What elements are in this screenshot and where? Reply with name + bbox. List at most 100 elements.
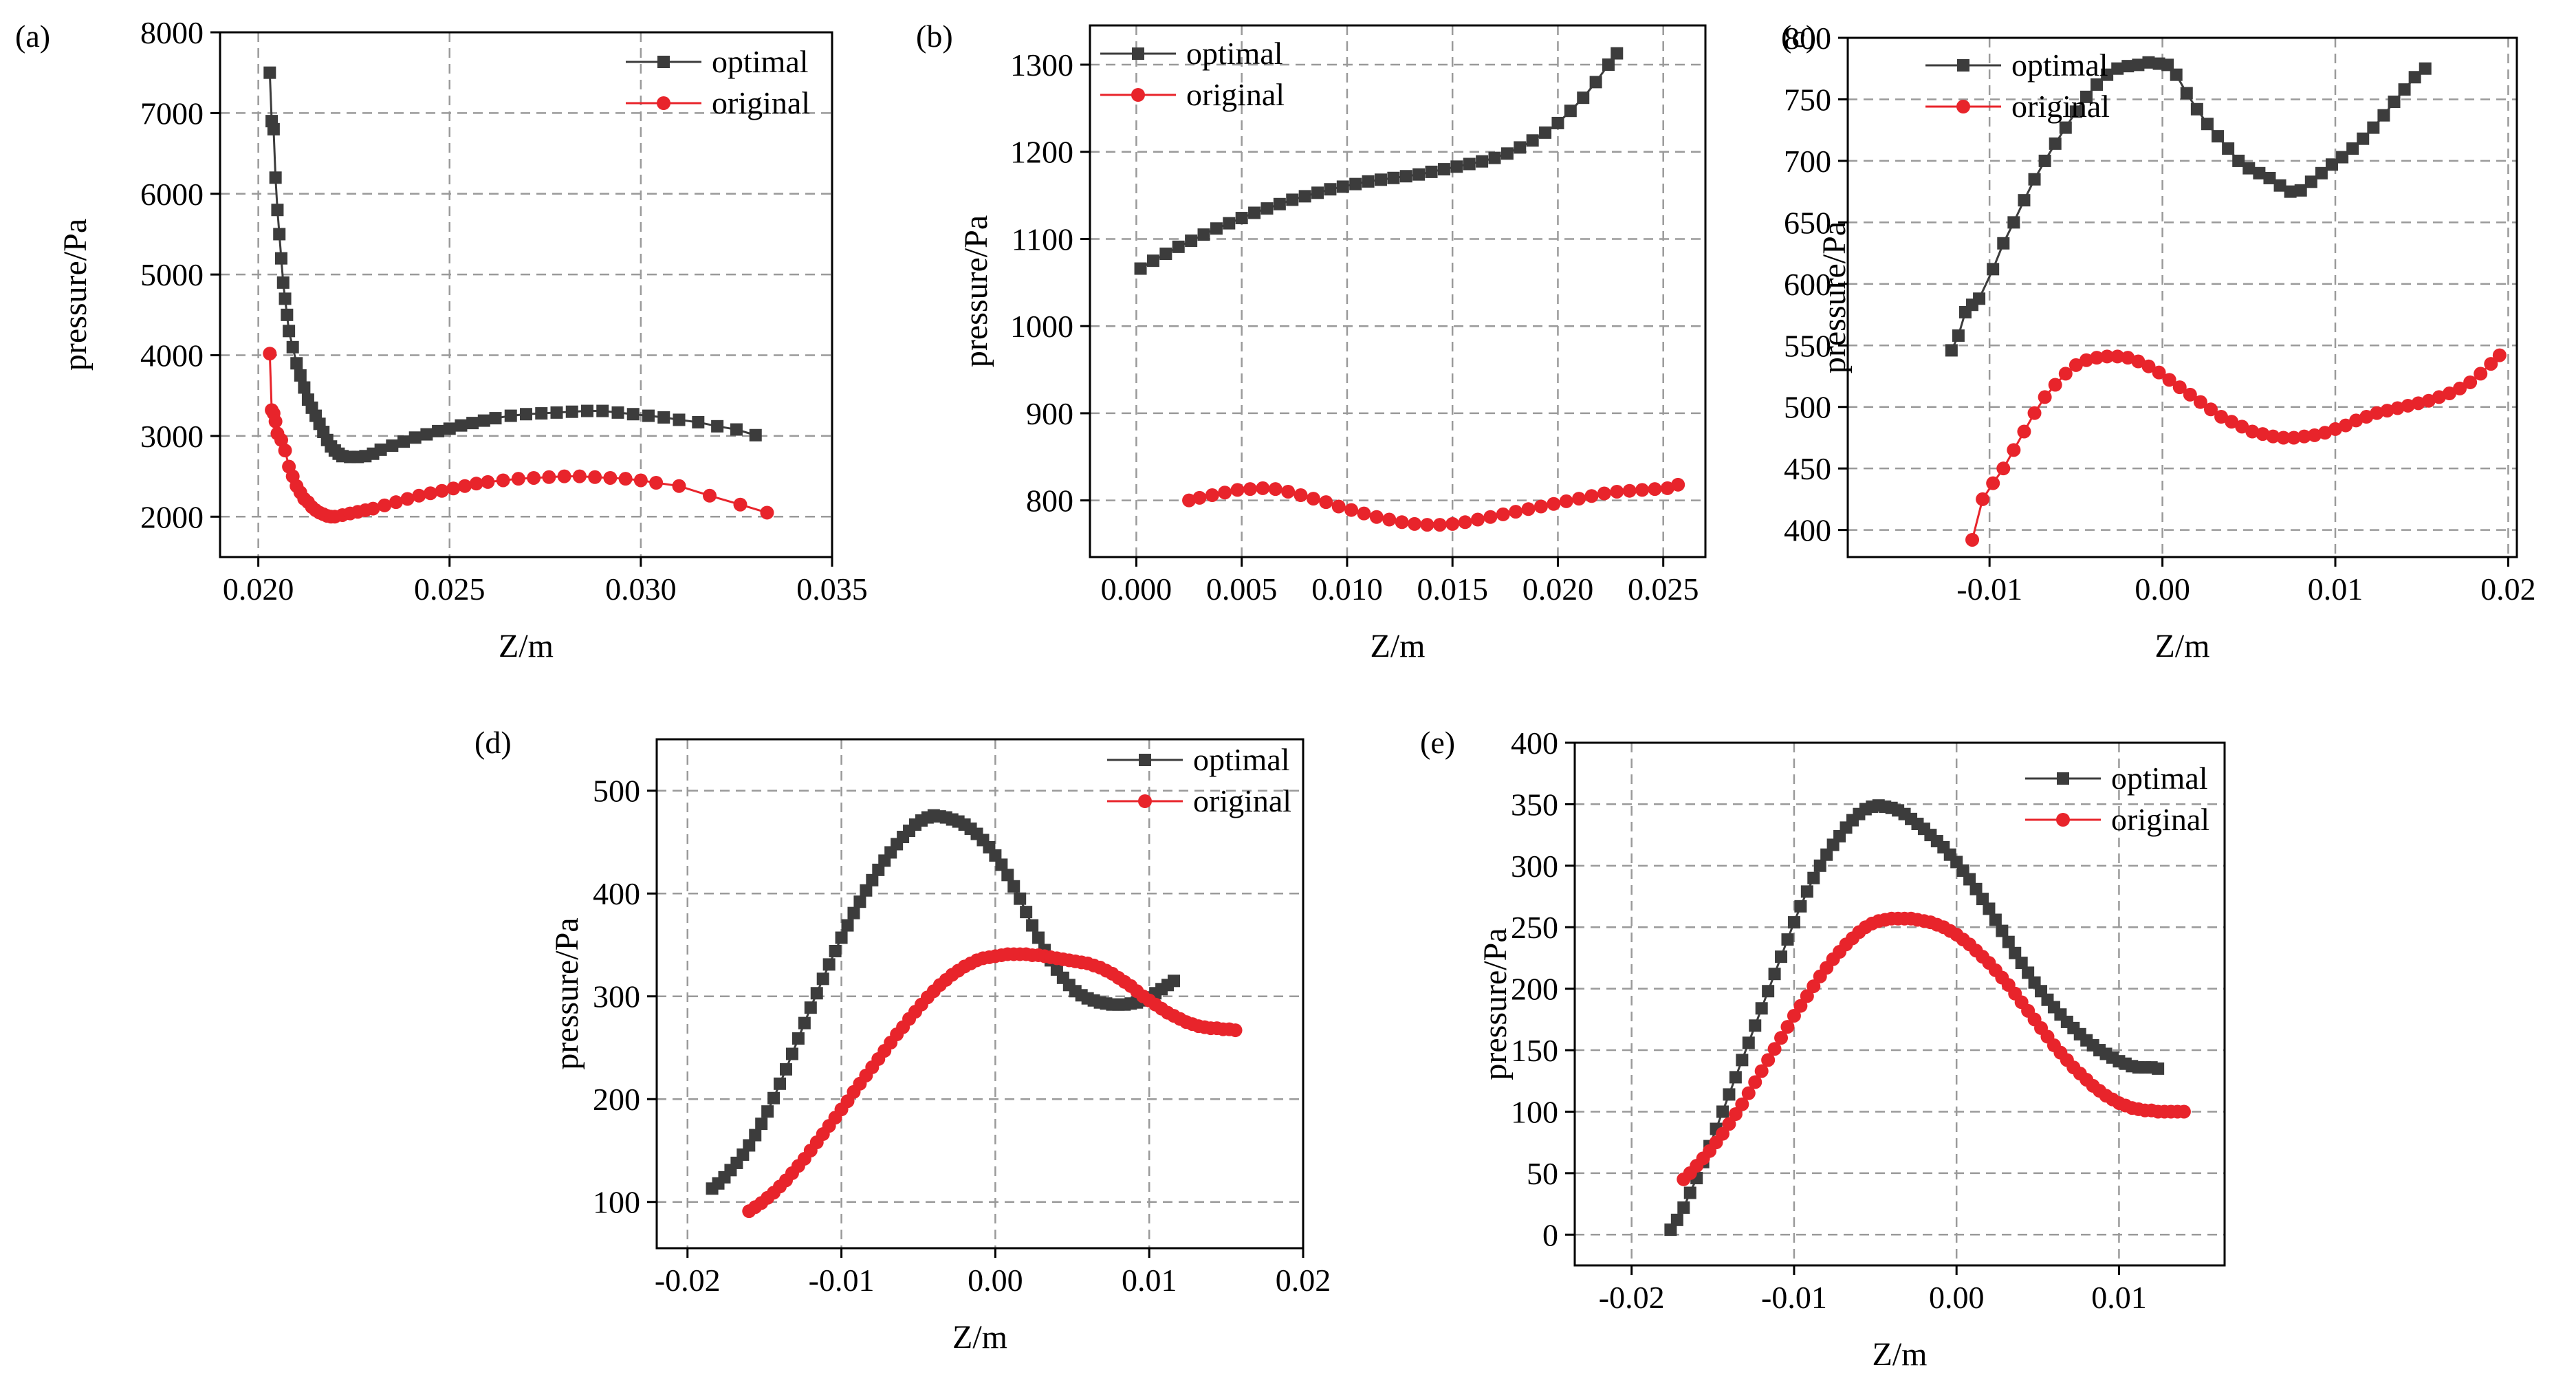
data-point	[2069, 105, 2082, 118]
data-point	[298, 381, 311, 394]
data-point	[2242, 162, 2256, 175]
y-tick-label: 150	[1511, 1033, 1558, 1068]
y-tick-label: 450	[1784, 451, 1831, 486]
data-point	[2183, 387, 2197, 402]
legend: optimal original	[626, 44, 810, 120]
data-point	[572, 469, 587, 483]
data-point	[2069, 358, 2083, 372]
data-point	[1483, 510, 1498, 524]
data-point	[1349, 177, 1362, 190]
data-point	[2336, 151, 2349, 164]
data-point	[1987, 263, 2000, 276]
x-axis-label: Z/m	[952, 1319, 1007, 1355]
data-point	[1412, 168, 1426, 181]
plot-frame	[1089, 24, 1707, 558]
data-point	[1611, 47, 1624, 60]
data-point	[268, 414, 283, 428]
data-point	[672, 479, 686, 493]
data-point	[798, 1016, 811, 1030]
data-point	[2121, 60, 2135, 73]
data-point	[1243, 482, 1257, 497]
legend-label-optimal: optimal	[2111, 761, 2208, 796]
legend-marker-original	[657, 96, 670, 110]
data-point	[366, 501, 380, 516]
data-point	[2398, 83, 2411, 96]
data-point	[1458, 515, 1472, 530]
legend-label-original: original	[2111, 802, 2209, 837]
data-point	[504, 409, 517, 422]
panel-label: (c)	[1781, 19, 1816, 54]
x-tick-label: 0.02	[2480, 571, 2536, 607]
series-line-original	[268, 353, 767, 518]
data-point	[2232, 154, 2245, 167]
data-point	[1014, 892, 1027, 905]
data-point	[1997, 237, 2010, 250]
data-point	[2170, 68, 2183, 81]
data-point	[2492, 348, 2507, 362]
data-point	[995, 858, 1008, 871]
data-point	[1677, 1201, 1690, 1214]
data-point	[2111, 62, 2124, 75]
data-point	[278, 444, 292, 458]
data-point	[1749, 1019, 1762, 1032]
data-point	[2225, 415, 2239, 429]
data-point	[274, 433, 288, 447]
data-point	[1787, 1008, 1801, 1023]
data-point	[1800, 989, 1814, 1003]
data-point	[711, 420, 724, 433]
data-point	[290, 357, 303, 370]
legend-marker-original	[1131, 88, 1145, 102]
data-point	[273, 228, 286, 241]
legend-label-original: original	[1186, 77, 1285, 112]
data-point	[2317, 426, 2332, 440]
data-point	[1945, 344, 1958, 357]
data-point	[1671, 477, 1685, 492]
data-point	[271, 204, 284, 217]
data-point	[446, 481, 461, 496]
y-tick-label: 200	[1511, 972, 1558, 1007]
data-point	[1965, 532, 1980, 547]
x-tick-label: -0.01	[809, 1263, 875, 1298]
data-point	[263, 347, 277, 361]
data-point	[1559, 494, 1573, 508]
data-point	[1768, 968, 1781, 981]
x-tick-label: 0.00	[2135, 571, 2190, 607]
data-point	[535, 407, 548, 420]
y-axis-label: pressure/Pa	[549, 917, 585, 1069]
y-tick-label: 400	[1511, 726, 1558, 761]
data-point	[2286, 431, 2301, 445]
data-point	[557, 469, 571, 483]
data-point	[466, 417, 479, 430]
data-point	[2432, 390, 2446, 404]
data-point	[2339, 418, 2353, 433]
data-point	[1741, 1086, 1756, 1100]
data-point	[386, 439, 399, 453]
legend-label-original: original	[1193, 783, 1291, 818]
legend-marker-optimal	[1139, 754, 1151, 766]
y-tick-label: 550	[1784, 328, 1831, 363]
data-point	[760, 505, 774, 520]
data-point	[703, 488, 717, 503]
y-tick-label: 6000	[140, 177, 204, 212]
data-point	[1197, 228, 1210, 241]
data-point	[1533, 499, 1548, 514]
data-point	[496, 473, 510, 488]
data-point	[1775, 950, 1788, 963]
data-point	[2022, 966, 2035, 979]
x-axis-label: Z/m	[499, 628, 554, 664]
data-point	[1622, 483, 1637, 498]
gridlines	[1575, 743, 2225, 1265]
data-point	[2201, 118, 2214, 131]
data-point	[733, 497, 747, 512]
data-point	[1336, 180, 1349, 193]
y-tick-label: 600	[1784, 267, 1831, 302]
data-point	[2294, 184, 2307, 197]
data-point	[1210, 222, 1223, 235]
data-point	[1807, 979, 1821, 994]
data-point	[642, 409, 655, 422]
data-point	[1470, 512, 1485, 527]
y-tick-label: 1100	[1012, 221, 1073, 257]
x-tick-label: 0.030	[605, 571, 677, 607]
data-point	[692, 415, 705, 428]
